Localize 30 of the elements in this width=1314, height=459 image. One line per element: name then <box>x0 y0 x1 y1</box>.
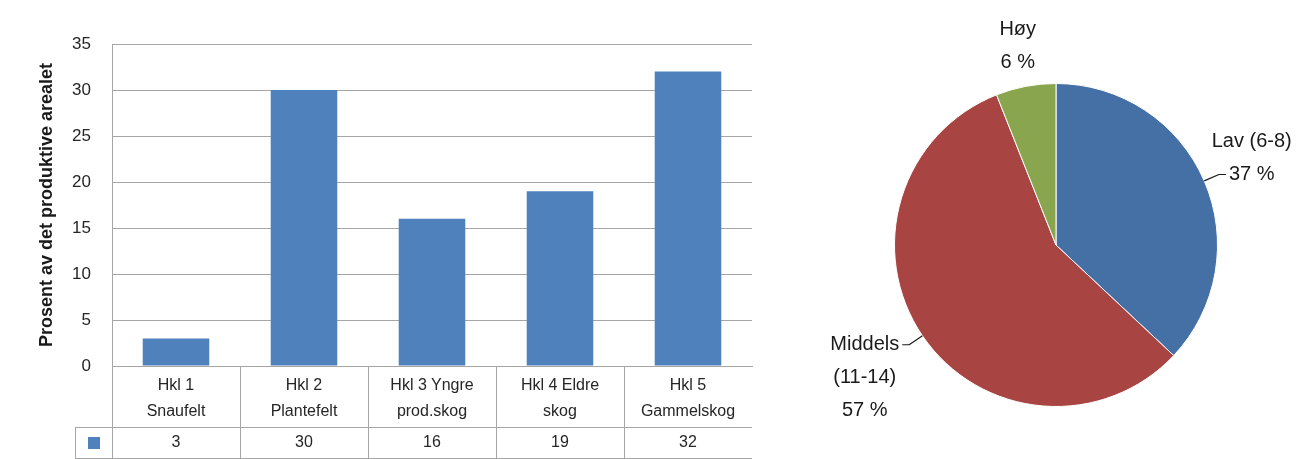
slice-label: Middels (11-14) <box>830 332 900 388</box>
bar <box>142 338 210 366</box>
data-label: 37 % <box>1228 162 1275 185</box>
data-label: 57 % <box>841 398 888 421</box>
y-tick-label: 25 <box>72 125 91 145</box>
data-label: 16 <box>423 432 441 450</box>
x-tick-label: Hkl 4 Eldre skog <box>520 376 600 419</box>
y-tick-label: 35 <box>72 33 91 53</box>
y-tick-label: 10 <box>72 263 91 283</box>
y-tick-label: 20 <box>72 171 91 191</box>
x-tick-label: Hkl 5 Gammelskog <box>640 376 736 419</box>
bar <box>270 90 338 366</box>
data-label: 30 <box>295 432 313 450</box>
y-axis-title: Prosent av det produktive arealet <box>35 62 56 348</box>
bar <box>398 218 466 366</box>
data-label: 3 <box>171 432 181 450</box>
x-tick-label: Hkl 2 Plantefelt <box>270 376 338 419</box>
y-tick-label: 15 <box>72 217 91 237</box>
y-tick-label: 0 <box>81 355 91 375</box>
data-label: 19 <box>551 432 569 450</box>
data-label: 6 % <box>1000 49 1036 72</box>
y-tick-label: 5 <box>81 309 91 329</box>
y-tick-label: 30 <box>72 79 91 99</box>
x-tick-label: Hkl 3 Yngre prod.skog <box>390 376 474 419</box>
slice-label: Høy <box>999 16 1037 39</box>
slice-label: Lav (6-8) <box>1211 129 1292 152</box>
data-label: 32 <box>679 432 697 450</box>
x-tick-label: Hkl 1 Snaufelt <box>146 376 206 419</box>
bar <box>654 71 722 366</box>
bar <box>526 191 594 366</box>
